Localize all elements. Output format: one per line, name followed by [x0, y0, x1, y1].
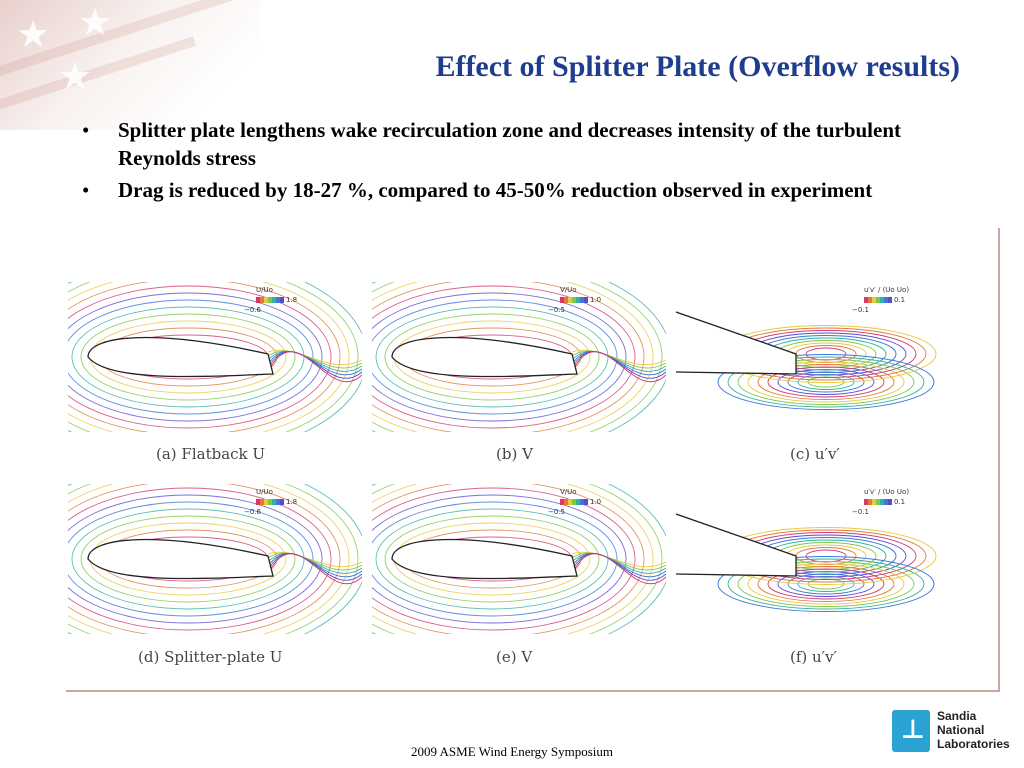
contour-lines [68, 282, 362, 432]
airfoil-trailing-edge [676, 513, 797, 577]
colorbar-max: 0.1 [894, 296, 905, 304]
colorbar-max: 1.0 [590, 498, 601, 506]
figure-frame [66, 228, 1000, 692]
bullet-glyph: • [82, 118, 90, 142]
sandia-logo-icon: ⊥ [892, 710, 930, 752]
flag-background: ★ ★ ★ [0, 0, 260, 130]
contour-panel-a: U/Uo 1.8 −0.6 [68, 282, 362, 482]
footer-text: 2009 ASME Wind Energy Symposium [411, 744, 613, 759]
caption-f: (f) u′v′ [790, 648, 837, 666]
caption-d: (d) Splitter-plate U [138, 648, 283, 666]
airfoil-shape [87, 336, 274, 378]
colorbar-min: −0.1 [852, 306, 869, 314]
colorbar-min: −0.6 [244, 306, 262, 314]
contour-panel-c: u′v′ / (Uo Uo) 0.1 −0.1 [676, 282, 970, 482]
colorbar-title: V/Uo [560, 286, 577, 294]
star-icon: ★ [78, 2, 113, 44]
colorbar-min: −0.5 [548, 306, 565, 314]
slide-title: Effect of Splitter Plate (Overflow resul… [435, 50, 960, 83]
colorbar-min: −0.1 [852, 508, 869, 516]
bullet-item: • Splitter plate lengthens wake recircula… [82, 118, 901, 170]
caption-e: (e) V [496, 648, 533, 666]
colorbar-title: u′v′ / (Uo Uo) [864, 286, 909, 294]
airfoil-trailing-edge [676, 311, 797, 375]
colorbar: U/Uo 1.8 −0.6 [244, 286, 297, 314]
caption-b: (b) V [496, 445, 533, 463]
bullet-item: • Drag is reduced by 18-27 %, compared to… [82, 178, 873, 202]
colorbar: u′v′ / (Uo Uo) 0.1 −0.1 [852, 488, 909, 516]
colorbar-min: −0.6 [244, 508, 262, 516]
colorbar-max: 1.0 [590, 296, 601, 304]
airfoil-shape [391, 336, 578, 378]
colorbar-title: u′v′ / (Uo Uo) [864, 488, 909, 496]
contour-panel-d: U/Uo 1.8 −0.6 [68, 484, 362, 684]
star-icon: ★ [58, 56, 93, 98]
colorbar: V/Uo 1.0 −0.5 [548, 488, 601, 516]
contour-panel-b: V/Uo 1.0 −0.5 [372, 282, 666, 482]
colorbar-title: V/Uo [560, 488, 577, 496]
colorbar: U/Uo 1.8 −0.6 [244, 488, 297, 516]
colorbar-max: 0.1 [894, 498, 905, 506]
contour-panel-f: u′v′ / (Uo Uo) 0.1 −0.1 [676, 484, 970, 684]
airfoil-shape [87, 538, 274, 580]
colorbar: u′v′ / (Uo Uo) 0.1 −0.1 [852, 286, 909, 314]
colorbar: V/Uo 1.0 −0.5 [548, 286, 601, 314]
contour-lines [372, 484, 666, 634]
colorbar-max: 1.8 [286, 498, 297, 506]
sandia-logo: ⊥ Sandia National Laboratories [892, 708, 1010, 756]
bullet-list: • Splitter plate lengthens wake recircula… [80, 116, 980, 208]
bullet-glyph: • [82, 178, 90, 202]
star-icon: ★ [16, 14, 51, 56]
contour-panel-e: V/Uo 1.0 −0.5 [372, 484, 666, 684]
logo-text: Sandia National Laboratories [937, 709, 1010, 751]
colorbar-min: −0.5 [548, 508, 565, 516]
colorbar-title: U/Uo [256, 488, 273, 496]
contour-lines [68, 484, 362, 634]
caption-c: (c) u′v′ [790, 445, 840, 463]
airfoil-shape [391, 538, 578, 580]
caption-a: (a) Flatback U [156, 445, 266, 463]
colorbar-title: U/Uo [256, 286, 273, 294]
colorbar-max: 1.8 [286, 296, 297, 304]
